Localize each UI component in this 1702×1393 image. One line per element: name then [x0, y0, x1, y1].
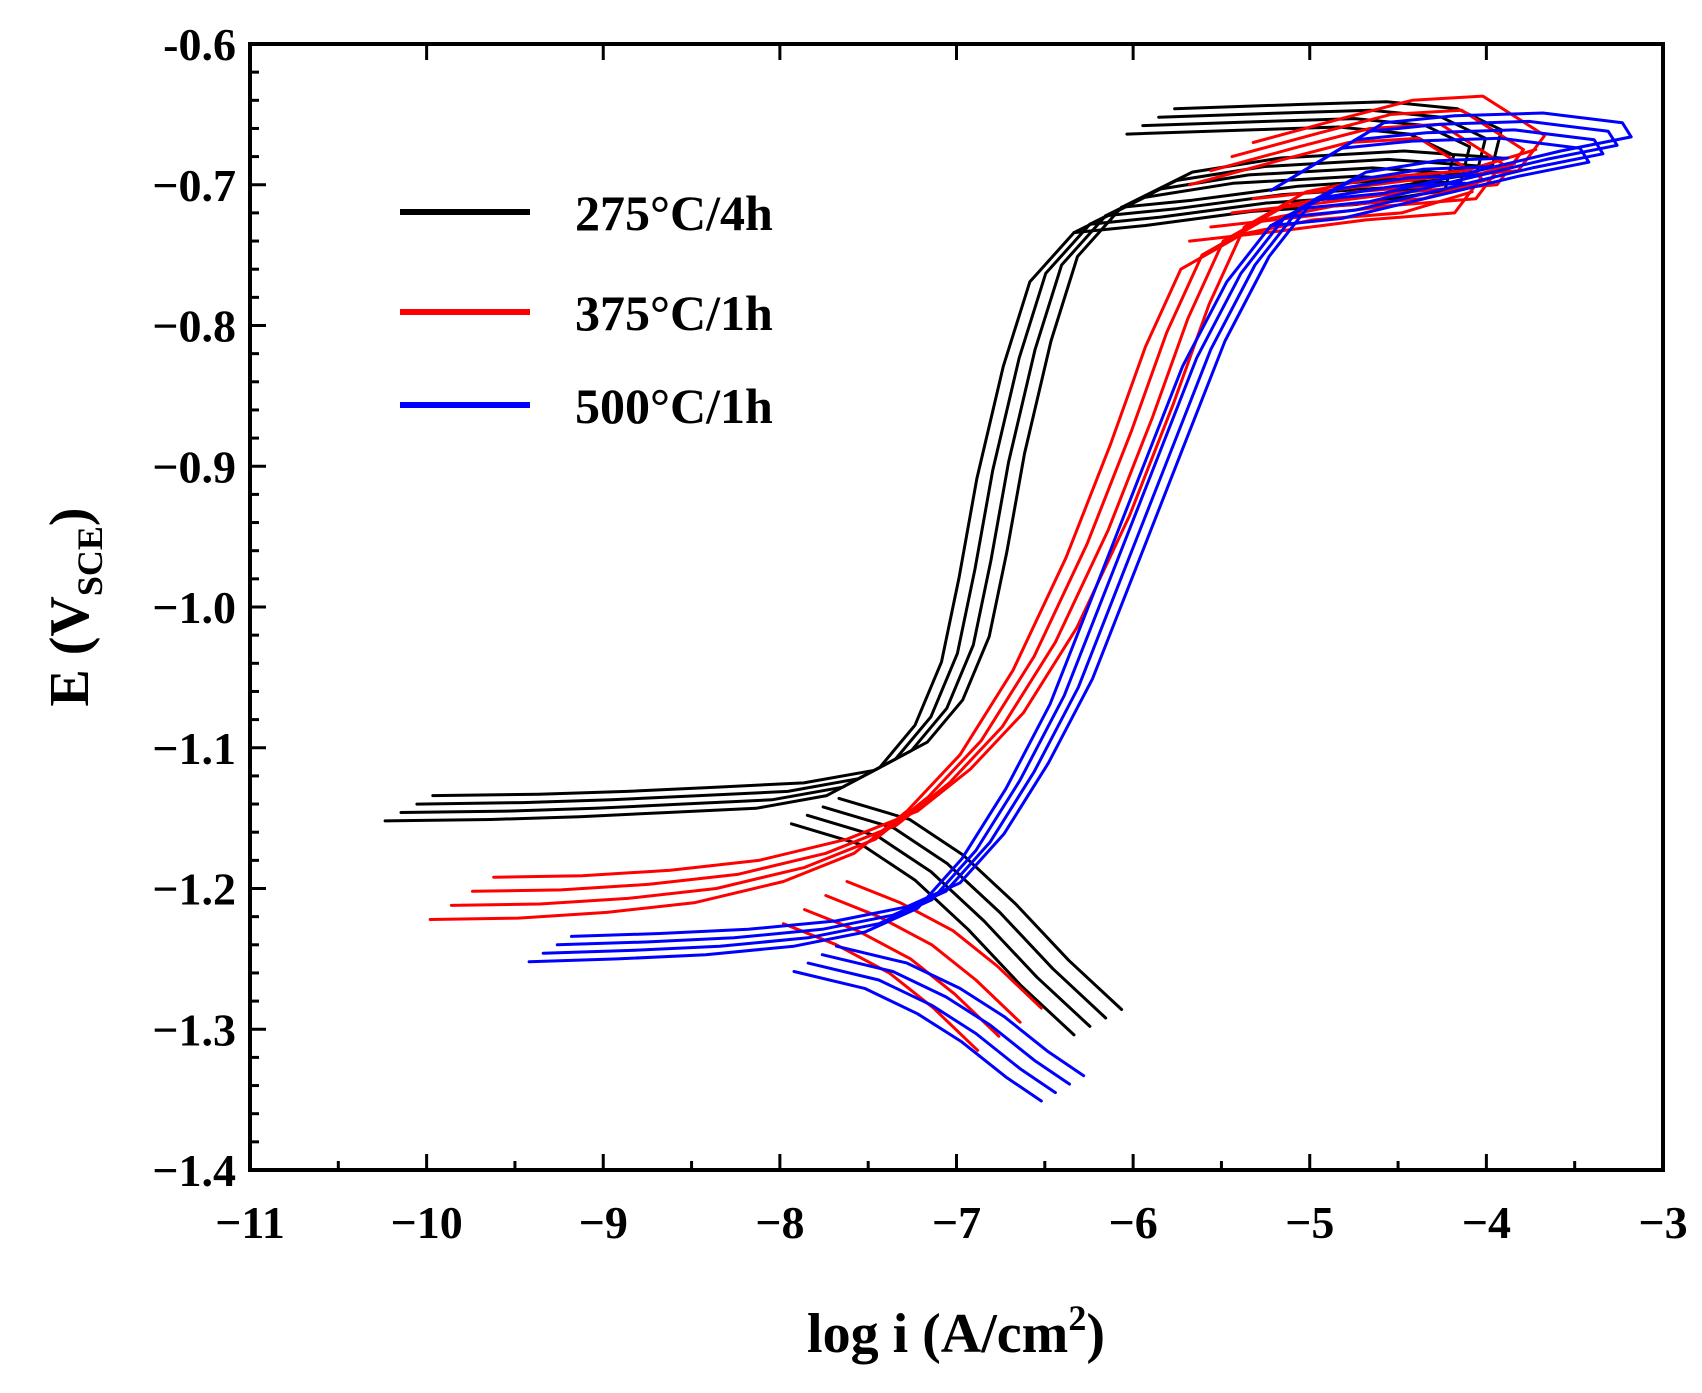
series-1-cathodic-branch [845, 880, 1043, 1010]
legend: 275°C/4h 375°C/1h 500°C/1h [400, 185, 773, 434]
x-axis-ticks [248, 44, 1665, 1170]
x-tick-label: −11 [215, 1197, 285, 1248]
series-1-cathodic-branch [824, 894, 1022, 1024]
series-1-passive-loop [1188, 136, 1483, 243]
y-tick-label: −1.1 [152, 723, 236, 774]
series-2-anodic-branch [555, 165, 1495, 947]
y-tick-label: -0.6 [163, 19, 236, 70]
x-tick-label: −8 [755, 1197, 804, 1248]
legend-label-375: 375°C/1h [575, 285, 773, 341]
y-tick-label: −0.7 [152, 160, 236, 211]
series-2-passive-loop [1269, 136, 1591, 228]
series-1-cathodic-branch [781, 922, 980, 1052]
series-0-anodic-branch [383, 174, 1456, 823]
y-tick-label: −1.0 [152, 582, 236, 633]
x-tick-label: −10 [391, 1197, 463, 1248]
series-1-anodic-branch [492, 148, 1538, 879]
x-tick-label: −9 [579, 1197, 628, 1248]
series-2-anodic-branch [570, 156, 1510, 938]
series-1-passive-loop [1230, 108, 1525, 215]
series-2-passive-loop [1297, 119, 1619, 211]
y-axis-ticks [250, 42, 266, 1172]
x-axis-title: log i (A/cm2) [807, 1298, 1105, 1365]
series-0-anodic-branch [415, 157, 1487, 806]
series-2-passive-loop [1311, 111, 1633, 202]
y-axis-tick-labels: −1.4 −1.3 −1.2 −1.1 −1.0 −0.9 −0.8 −0.7 -0.6 [152, 19, 236, 1196]
series-0-anodic-branch [431, 149, 1503, 798]
series-1-cathodic-branch [803, 908, 1001, 1038]
series-2-cathodic-branch [834, 944, 1086, 1078]
legend-label-275: 275°C/4h [575, 185, 773, 241]
series-2-cathodic-branch [792, 970, 1043, 1103]
series-2-passive-loop [1283, 128, 1605, 219]
series-1-anodic-branch [471, 162, 1517, 893]
y-tick-label: −1.3 [152, 1004, 236, 1055]
series-layer [383, 94, 1633, 1103]
x-tick-label: −7 [932, 1197, 981, 1248]
legend-label-500: 500°C/1h [575, 378, 773, 434]
x-tick-label: −5 [1285, 1197, 1334, 1248]
series-0 [383, 100, 1503, 1037]
series-0-anodic-branch [399, 166, 1472, 814]
series-2-cathodic-branch [806, 961, 1057, 1095]
x-tick-label: −6 [1109, 1197, 1158, 1248]
x-tick-label: −3 [1638, 1197, 1687, 1248]
series-0-cathodic-branch [789, 822, 1076, 1037]
series-0-passive-loop [1120, 100, 1503, 209]
y-tick-label: −0.8 [152, 301, 236, 352]
y-tick-label: −0.9 [152, 441, 236, 492]
x-tick-label: −4 [1462, 1197, 1511, 1248]
x-axis-tick-labels: −11 −10 −9 −8 −7 −6 −5 −4 −3 [215, 1197, 1687, 1248]
series-2 [527, 111, 1633, 1103]
y-tick-label: −1.4 [152, 1145, 236, 1196]
series-0-cathodic-branch [837, 796, 1124, 1011]
y-tick-label: −1.2 [152, 864, 236, 915]
series-2-cathodic-branch [820, 953, 1071, 1086]
y-axis-title: E (VSCE) [39, 507, 110, 706]
